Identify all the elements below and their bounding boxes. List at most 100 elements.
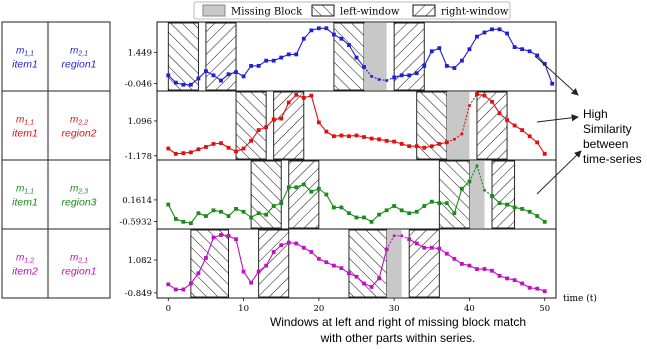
data-point bbox=[332, 134, 336, 139]
data-point bbox=[181, 219, 186, 224]
data-point bbox=[399, 208, 404, 213]
data-point bbox=[527, 49, 532, 54]
data-point bbox=[535, 53, 540, 58]
panel-4: 1.082 -0.849 bbox=[125, 228, 557, 299]
data-point bbox=[196, 76, 201, 81]
x-axis: 0 10 20 30 40 50 bbox=[166, 298, 550, 314]
right-window bbox=[408, 229, 440, 298]
data-point bbox=[219, 141, 223, 146]
data-point bbox=[256, 211, 261, 216]
annotation-arrow-1 bbox=[534, 55, 579, 96]
data-point bbox=[512, 278, 517, 283]
data-point bbox=[166, 146, 171, 151]
data-point bbox=[369, 219, 374, 224]
data-point bbox=[542, 289, 547, 294]
data-point bbox=[444, 201, 449, 206]
data-point bbox=[452, 256, 457, 261]
series-segment bbox=[295, 38, 305, 55]
series-segment bbox=[197, 257, 207, 274]
data-point bbox=[483, 188, 486, 192]
data-point bbox=[211, 208, 216, 213]
data-point bbox=[422, 245, 427, 250]
row-label-m2: m2,1 bbox=[70, 253, 88, 265]
data-point bbox=[286, 100, 291, 105]
data-point bbox=[550, 81, 555, 86]
data-point bbox=[166, 73, 171, 78]
data-point bbox=[377, 137, 381, 142]
panel-frame bbox=[156, 228, 557, 299]
data-point bbox=[234, 237, 238, 242]
data-point bbox=[453, 138, 456, 141]
series-segment bbox=[378, 249, 388, 279]
data-point bbox=[535, 286, 540, 291]
left-window bbox=[333, 22, 365, 91]
data-point bbox=[362, 281, 366, 286]
data-point bbox=[444, 64, 449, 68]
plot-panels: 1.449-0.0461.096-1.1780.1614-0.59321.082… bbox=[119, 21, 557, 299]
data-point bbox=[309, 189, 314, 194]
data-point bbox=[354, 274, 359, 279]
data-point bbox=[512, 123, 517, 128]
data-point bbox=[392, 234, 396, 238]
data-point bbox=[535, 214, 540, 218]
data-point bbox=[204, 145, 208, 149]
data-point bbox=[286, 52, 291, 57]
x-tick-label: 30 bbox=[389, 304, 400, 314]
annotation-line-2: Similarity bbox=[583, 122, 632, 136]
data-point bbox=[211, 142, 216, 146]
data-point bbox=[369, 136, 374, 141]
data-point bbox=[226, 233, 231, 238]
data-point bbox=[188, 150, 193, 155]
data-point bbox=[414, 209, 419, 214]
data-point bbox=[204, 256, 208, 260]
data-point bbox=[414, 241, 419, 246]
similarity-annotation: High Similarity between time-series bbox=[534, 55, 642, 195]
y-tick-label: -0.046 bbox=[125, 80, 152, 90]
series-segment bbox=[235, 239, 245, 272]
data-point bbox=[264, 58, 269, 63]
data-point bbox=[354, 133, 359, 138]
series-segment bbox=[506, 33, 516, 48]
data-point bbox=[219, 233, 223, 237]
row-label-m2: m2,1 bbox=[70, 46, 88, 58]
data-point bbox=[505, 118, 509, 123]
data-point bbox=[234, 70, 238, 75]
caption-line-1: Windows at left and right of missing blo… bbox=[270, 315, 526, 329]
data-point bbox=[264, 263, 269, 268]
series-segment bbox=[386, 235, 395, 250]
data-point bbox=[512, 205, 517, 210]
data-point bbox=[437, 246, 442, 251]
data-point bbox=[542, 151, 547, 156]
data-point bbox=[369, 285, 374, 289]
data-point bbox=[181, 151, 186, 155]
data-point bbox=[468, 104, 471, 107]
annotation-arrow-3 bbox=[536, 150, 582, 195]
data-point bbox=[294, 241, 299, 246]
series-segment bbox=[348, 44, 357, 58]
data-point bbox=[459, 262, 464, 266]
data-point bbox=[241, 269, 246, 274]
series-segment bbox=[536, 142, 546, 155]
data-point bbox=[324, 26, 329, 31]
data-point bbox=[407, 211, 412, 216]
row-label-m1: m1,2 bbox=[16, 253, 34, 265]
data-point bbox=[429, 199, 434, 204]
data-point bbox=[264, 212, 269, 217]
data-point bbox=[407, 73, 412, 78]
data-point bbox=[279, 55, 284, 60]
series-segment bbox=[476, 165, 486, 191]
series-segment bbox=[205, 237, 214, 259]
data-point bbox=[362, 215, 366, 220]
x-tick-label: 10 bbox=[238, 304, 249, 314]
row-label-item: item1 bbox=[12, 197, 38, 209]
data-point bbox=[497, 201, 502, 206]
data-point bbox=[482, 93, 487, 98]
data-point bbox=[188, 281, 193, 286]
left-window bbox=[348, 229, 388, 298]
data-point bbox=[475, 92, 479, 96]
left-window bbox=[416, 91, 448, 160]
data-point bbox=[234, 206, 238, 211]
data-point bbox=[204, 69, 208, 74]
data-point bbox=[542, 219, 547, 224]
data-point bbox=[279, 201, 284, 206]
